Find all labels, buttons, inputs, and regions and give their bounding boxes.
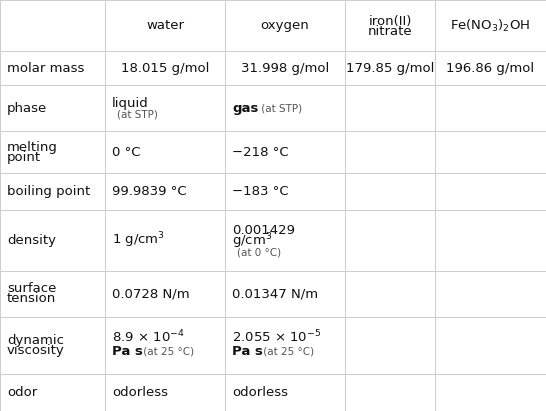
Text: dynamic: dynamic: [7, 334, 64, 347]
Text: iron(II): iron(II): [369, 15, 412, 28]
Text: 0.01347 N/m: 0.01347 N/m: [232, 287, 318, 300]
Text: odorless: odorless: [112, 386, 168, 399]
Text: 18.015 g/mol: 18.015 g/mol: [121, 62, 209, 75]
Text: (at 25 °C): (at 25 °C): [140, 346, 194, 356]
Text: Pa s: Pa s: [232, 345, 263, 358]
Text: odorless: odorless: [232, 386, 288, 399]
Text: g/cm$^3$: g/cm$^3$: [232, 231, 272, 251]
Text: (at STP): (at STP): [117, 109, 158, 119]
Text: 8.9 $\times$ 10$^{-4}$: 8.9 $\times$ 10$^{-4}$: [112, 329, 185, 346]
Text: Pa s: Pa s: [112, 345, 143, 358]
Text: (at STP): (at STP): [258, 104, 302, 113]
Text: 2.055 $\times$ 10$^{-5}$: 2.055 $\times$ 10$^{-5}$: [232, 329, 321, 346]
Text: 31.998 g/mol: 31.998 g/mol: [241, 62, 329, 75]
Text: (at 25 °C): (at 25 °C): [260, 346, 314, 356]
Text: 0 °C: 0 °C: [112, 145, 140, 159]
Text: (at 0 °C): (at 0 °C): [237, 247, 281, 257]
Text: 0.001429: 0.001429: [232, 224, 295, 237]
Text: 99.9839 °C: 99.9839 °C: [112, 185, 187, 198]
Text: oxygen: oxygen: [260, 19, 310, 32]
Text: nitrate: nitrate: [367, 25, 412, 38]
Text: odor: odor: [7, 386, 37, 399]
Text: liquid: liquid: [112, 97, 149, 110]
Text: −218 °C: −218 °C: [232, 145, 289, 159]
Text: 196.86 g/mol: 196.86 g/mol: [447, 62, 535, 75]
Text: point: point: [7, 150, 41, 164]
Text: surface: surface: [7, 282, 56, 295]
Text: Fe(NO$_3$)$_2$OH: Fe(NO$_3$)$_2$OH: [450, 17, 531, 34]
Text: 1 g/cm$^3$: 1 g/cm$^3$: [112, 231, 165, 250]
Text: viscosity: viscosity: [7, 344, 65, 357]
Text: boiling point: boiling point: [7, 185, 90, 198]
Text: density: density: [7, 234, 56, 247]
Text: phase: phase: [7, 102, 48, 115]
Text: gas: gas: [232, 102, 258, 115]
Text: 179.85 g/mol: 179.85 g/mol: [346, 62, 434, 75]
Text: 0.0728 N/m: 0.0728 N/m: [112, 287, 189, 300]
Text: tension: tension: [7, 292, 56, 305]
Text: −183 °C: −183 °C: [232, 185, 289, 198]
Text: water: water: [146, 19, 184, 32]
Text: molar mass: molar mass: [7, 62, 85, 75]
Text: melting: melting: [7, 141, 58, 154]
